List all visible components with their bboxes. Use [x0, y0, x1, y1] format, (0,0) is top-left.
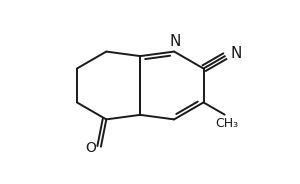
Text: N: N	[169, 34, 181, 49]
Text: O: O	[85, 141, 96, 155]
Text: CH₃: CH₃	[215, 117, 238, 130]
Text: N: N	[230, 46, 242, 61]
